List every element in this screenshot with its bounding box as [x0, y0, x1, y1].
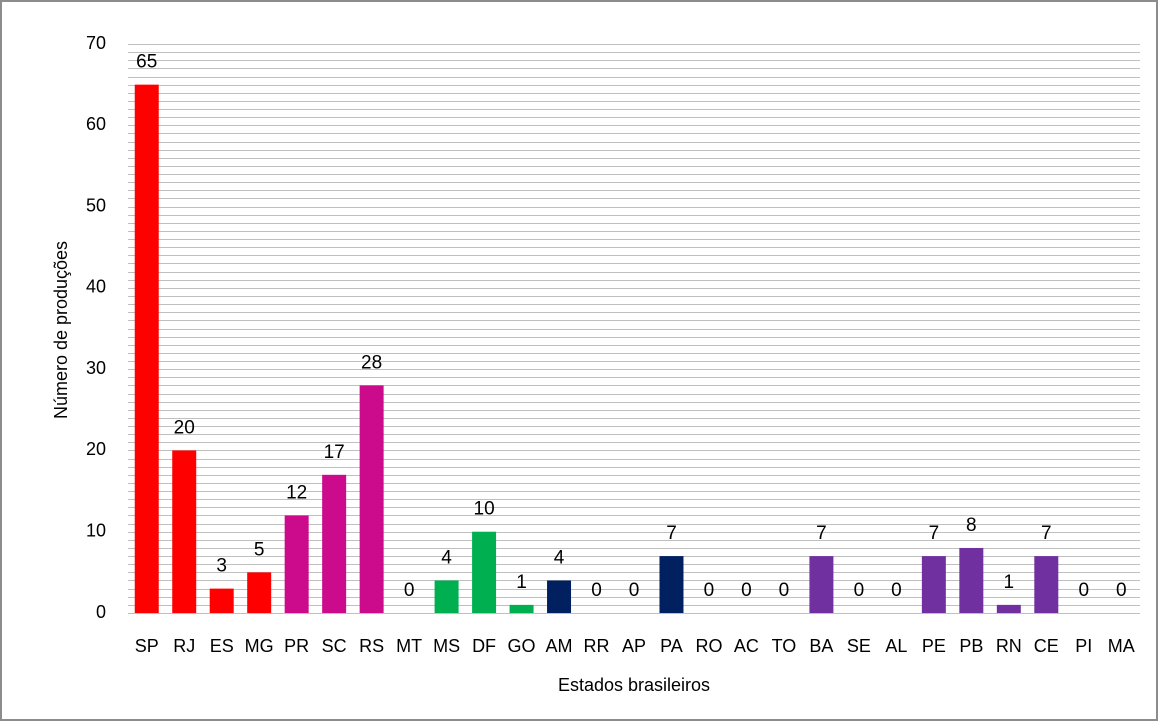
data-label: 0 — [779, 580, 790, 601]
x-tick-label: MA — [1108, 636, 1135, 656]
bar — [247, 572, 272, 613]
bar — [996, 604, 1021, 613]
data-label: 0 — [591, 580, 602, 601]
x-tick-label: SE — [847, 636, 871, 656]
x-tick-label: DF — [472, 636, 496, 656]
data-label: 8 — [966, 515, 977, 536]
x-tick-label: RN — [996, 636, 1022, 656]
data-label: 7 — [1041, 523, 1052, 544]
bar — [134, 84, 159, 613]
x-tick-label: RR — [584, 636, 610, 656]
bar — [209, 588, 234, 613]
bar — [434, 580, 459, 613]
data-label: 10 — [474, 499, 495, 520]
y-tick-label: 40 — [86, 277, 106, 297]
x-tick-label: PR — [284, 636, 309, 656]
x-tick-label: PI — [1075, 636, 1092, 656]
bar — [172, 450, 197, 613]
data-label: 7 — [929, 523, 940, 544]
x-tick-label: GO — [508, 636, 536, 656]
data-label: 0 — [1116, 580, 1127, 601]
data-label: 0 — [1078, 580, 1089, 601]
x-tick-label: RS — [359, 636, 384, 656]
y-tick-label: 10 — [86, 520, 106, 540]
x-tick-label: PA — [660, 636, 683, 656]
bar — [509, 604, 534, 613]
x-tick-label: MG — [245, 636, 274, 656]
x-tick-label: AM — [546, 636, 573, 656]
data-label: 4 — [441, 548, 452, 569]
x-tick-label: AL — [885, 636, 907, 656]
x-tick-label: MS — [433, 636, 460, 656]
data-label: 5 — [254, 539, 265, 560]
data-label: 4 — [554, 548, 565, 569]
data-label: 7 — [816, 523, 827, 544]
x-tick-label: RJ — [173, 636, 195, 656]
x-tick-label: SC — [322, 636, 347, 656]
data-label: 0 — [854, 580, 865, 601]
data-label: 7 — [666, 523, 677, 544]
data-label: 20 — [174, 417, 195, 438]
x-axis-title: Estados brasileiros — [558, 675, 710, 695]
bar — [1034, 556, 1059, 613]
data-label: 0 — [404, 580, 415, 601]
y-tick-label: 0 — [96, 602, 106, 622]
y-tick-label: 70 — [86, 33, 106, 53]
x-tick-label: CE — [1034, 636, 1059, 656]
bar — [359, 385, 384, 613]
y-tick-label: 30 — [86, 358, 106, 378]
data-label: 0 — [704, 580, 715, 601]
x-tick-label: AP — [622, 636, 646, 656]
x-tick-label: PB — [959, 636, 983, 656]
y-tick-label: 60 — [86, 114, 106, 134]
bar — [547, 580, 572, 613]
data-label: 3 — [216, 556, 227, 577]
bar — [472, 531, 497, 613]
x-tick-label: PE — [922, 636, 946, 656]
y-tick-label: 20 — [86, 439, 106, 459]
bar — [284, 515, 309, 613]
bar — [921, 556, 946, 613]
y-axis-title: Número de produções — [51, 241, 71, 419]
data-label: 0 — [629, 580, 640, 601]
x-tick-label: AC — [734, 636, 759, 656]
data-label: 28 — [361, 352, 382, 373]
x-tick-label: RO — [695, 636, 722, 656]
bar — [322, 474, 347, 613]
data-label: 0 — [891, 580, 902, 601]
x-tick-label: MT — [396, 636, 422, 656]
data-label: 0 — [741, 580, 752, 601]
bar — [959, 547, 984, 613]
data-label: 12 — [286, 482, 307, 503]
bar — [659, 556, 684, 613]
x-tick-label: BA — [809, 636, 833, 656]
data-label: 17 — [324, 442, 345, 463]
x-tick-label: SP — [135, 636, 159, 656]
data-label: 65 — [136, 52, 157, 73]
data-label: 1 — [516, 572, 527, 593]
bar — [809, 556, 834, 613]
y-tick-label: 50 — [86, 195, 106, 215]
data-label: 1 — [1004, 572, 1015, 593]
x-tick-label: TO — [772, 636, 797, 656]
x-tick-label: ES — [210, 636, 234, 656]
